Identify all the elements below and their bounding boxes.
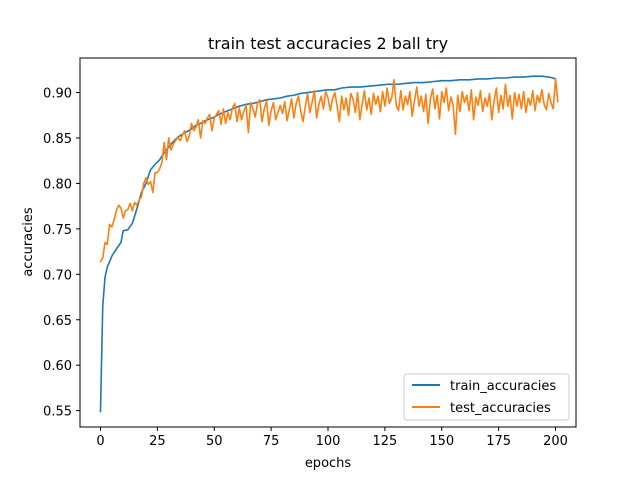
- chart-title: train test accuracies 2 ball try: [208, 34, 448, 53]
- legend-label-test: test_accuracies: [450, 401, 551, 416]
- y-tick-label: 0.80: [43, 177, 72, 192]
- y-tick-label: 0.65: [43, 314, 72, 329]
- x-tick-label: 25: [149, 434, 166, 449]
- x-tick-label: 0: [96, 434, 104, 449]
- series-line-train_accuracies: [99, 75, 557, 413]
- y-axis-label: accuracies: [21, 207, 36, 277]
- x-tick-label: 150: [429, 434, 454, 449]
- y-tick-label: 0.75: [43, 223, 72, 238]
- y-tick-label: 0.90: [43, 87, 72, 102]
- x-tick-label: 50: [206, 434, 223, 449]
- x-axis-label: epochs: [305, 456, 352, 471]
- x-tick-label: 75: [263, 434, 280, 449]
- legend-label-train: train_accuracies: [450, 379, 556, 394]
- y-axis-ticks: 0.55 0.60 0.65 0.70 0.75 0.80 0.85 0.90: [43, 87, 80, 420]
- x-tick-label: 200: [543, 434, 568, 449]
- legend: train_accuracies test_accuracies: [403, 373, 570, 421]
- x-tick-label: 175: [486, 434, 511, 449]
- x-axis-ticks: 0 25 50 75 100 125 150 175 200: [96, 427, 568, 449]
- series-line-test_accuracies: [99, 78, 559, 263]
- y-tick-label: 0.85: [43, 132, 72, 147]
- y-tick-label: 0.55: [43, 405, 72, 420]
- y-tick-label: 0.70: [43, 268, 72, 283]
- series-layer: [99, 75, 559, 413]
- y-tick-label: 0.60: [43, 359, 72, 374]
- x-tick-label: 100: [316, 434, 341, 449]
- x-tick-label: 125: [372, 434, 397, 449]
- legend-frame: [403, 373, 570, 421]
